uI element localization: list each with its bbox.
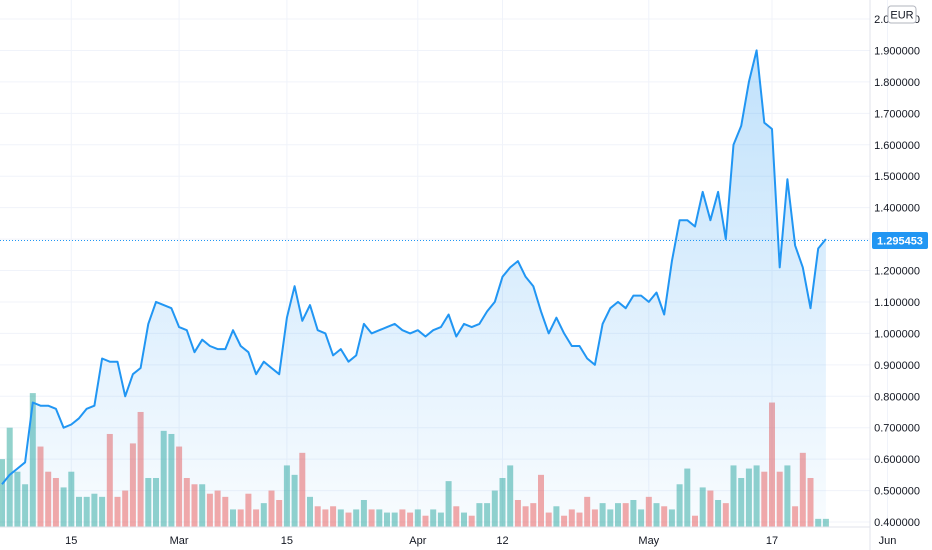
x-tick-label: May bbox=[638, 535, 659, 547]
last-price-badge: 1.295453 bbox=[872, 231, 928, 249]
currency-badge: EUR bbox=[887, 5, 917, 24]
y-tick-label: 1.700000 bbox=[874, 108, 920, 120]
x-tick-label: 17 bbox=[766, 535, 778, 547]
y-tick-label: 1.500000 bbox=[874, 171, 920, 183]
y-tick-label: 1.200000 bbox=[874, 266, 920, 278]
time-axis[interactable]: 15 Mar 15 Apr 12 May 17 Jun bbox=[65, 535, 896, 547]
y-tick-label: 0.500000 bbox=[874, 486, 920, 498]
last-price-label: 1.295453 bbox=[877, 235, 923, 247]
x-tick-label: Mar bbox=[170, 535, 189, 547]
y-tick-label: 1.900000 bbox=[874, 45, 920, 57]
y-tick-label: 1.400000 bbox=[874, 203, 920, 215]
y-tick-label: 0.900000 bbox=[874, 360, 920, 372]
y-tick-label: 1.000000 bbox=[874, 328, 920, 340]
currency-label: EUR bbox=[890, 10, 913, 22]
x-tick-label: 15 bbox=[65, 535, 77, 547]
x-tick-label: 15 bbox=[281, 535, 293, 547]
y-tick-label: 0.700000 bbox=[874, 423, 920, 435]
y-tick-label: 0.400000 bbox=[874, 517, 920, 529]
y-tick-label: 1.600000 bbox=[874, 140, 920, 152]
x-tick-label: 12 bbox=[496, 535, 508, 547]
y-tick-label: 1.100000 bbox=[874, 297, 920, 309]
y-tick-label: 1.800000 bbox=[874, 77, 920, 89]
y-tick-label: 0.800000 bbox=[874, 391, 920, 403]
price-axis[interactable]: 0.400000 0.500000 0.600000 0.700000 0.800000… bbox=[874, 14, 920, 529]
x-tick-label: Jun bbox=[879, 535, 897, 547]
price-line bbox=[1, 49, 827, 485]
x-tick-label: Apr bbox=[409, 535, 426, 547]
y-tick-label: 0.600000 bbox=[874, 454, 920, 466]
price-area-fill bbox=[2, 50, 826, 528]
